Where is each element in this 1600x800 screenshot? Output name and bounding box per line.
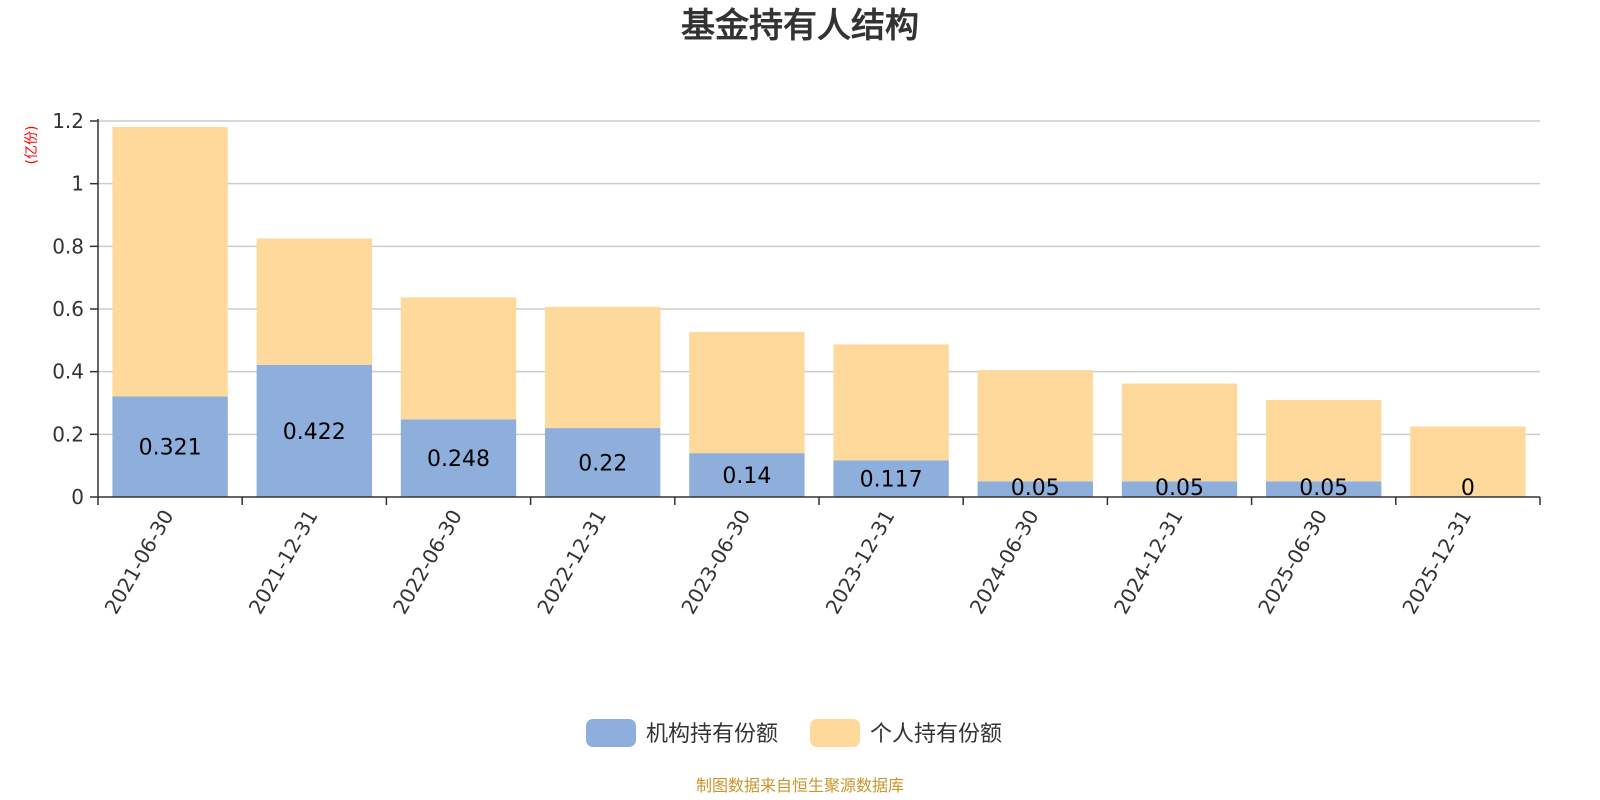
- bar-individual[interactable]: [1266, 399, 1382, 482]
- legend-swatch: [586, 719, 636, 747]
- bar-individual[interactable]: [689, 331, 805, 454]
- chart-title: 基金持有人结构: [681, 6, 919, 46]
- data-label-institutional: 0.422: [283, 420, 346, 445]
- legend-swatch: [810, 719, 860, 747]
- data-label-institutional: 0.14: [722, 464, 771, 489]
- bar-institutional[interactable]: [256, 364, 372, 497]
- bar-institutional[interactable]: [977, 481, 1093, 497]
- y-tick-label: 1: [71, 172, 84, 196]
- source-note: 制图数据来自恒生聚源数据库: [696, 776, 904, 795]
- x-tick-label: 2024-06-30: [965, 506, 1044, 619]
- y-tick-label: 0.6: [52, 297, 84, 321]
- legend-item[interactable]: 机构持有份额: [586, 719, 778, 747]
- x-tick-label: 2025-12-31: [1397, 506, 1476, 619]
- x-tick-label: 2025-06-30: [1253, 506, 1332, 619]
- y-tick-label: 0.4: [52, 360, 84, 384]
- bar-individual[interactable]: [977, 370, 1093, 482]
- bar-institutional[interactable]: [1121, 481, 1238, 497]
- x-tick-label: 2022-06-30: [388, 506, 467, 619]
- legend-label: 机构持有份额: [646, 722, 778, 747]
- y-tick-label: 0.2: [52, 422, 84, 446]
- x-tick-label: 2021-06-30: [100, 506, 179, 619]
- x-tick-label: 2023-12-31: [821, 506, 900, 619]
- y-tick-label: 0.8: [52, 234, 84, 258]
- bar-institutional[interactable]: [400, 419, 517, 497]
- data-label-institutional: 0.321: [139, 436, 202, 461]
- bar-individual[interactable]: [112, 126, 228, 397]
- x-tick-label: 2024-12-31: [1109, 506, 1188, 619]
- y-axis-unit: (亿份): [24, 126, 40, 165]
- bar-institutional[interactable]: [833, 460, 949, 497]
- y-tick-label: 0: [71, 485, 84, 509]
- x-tick-label: 2021-12-31: [244, 506, 323, 619]
- bar-individual[interactable]: [545, 306, 661, 429]
- data-label-institutional: 0.117: [860, 468, 923, 493]
- bar-institutional[interactable]: [112, 396, 228, 497]
- y-tick-label: 1.2: [52, 109, 84, 133]
- data-label-institutional: 0: [1461, 476, 1475, 501]
- x-tick-label: 2022-12-31: [532, 506, 611, 619]
- data-label-institutional: 0.22: [578, 452, 627, 477]
- bar-individual[interactable]: [400, 297, 517, 420]
- bar-individual[interactable]: [256, 238, 372, 365]
- bar-individual[interactable]: [1121, 383, 1238, 482]
- bar-individual[interactable]: [833, 344, 949, 461]
- data-label-institutional: 0.248: [427, 447, 490, 472]
- bar-institutional[interactable]: [1266, 481, 1382, 497]
- bar-institutional[interactable]: [689, 453, 805, 497]
- legend-item[interactable]: 个人持有份额: [810, 719, 1002, 747]
- bars: [112, 126, 1526, 498]
- legend[interactable]: 机构持有份额 个人持有份额: [586, 719, 1002, 747]
- bar-institutional[interactable]: [545, 428, 661, 497]
- legend-label: 个人持有份额: [870, 722, 1002, 747]
- x-tick-label: 2023-06-30: [676, 506, 755, 619]
- bar-individual[interactable]: [1410, 426, 1526, 498]
